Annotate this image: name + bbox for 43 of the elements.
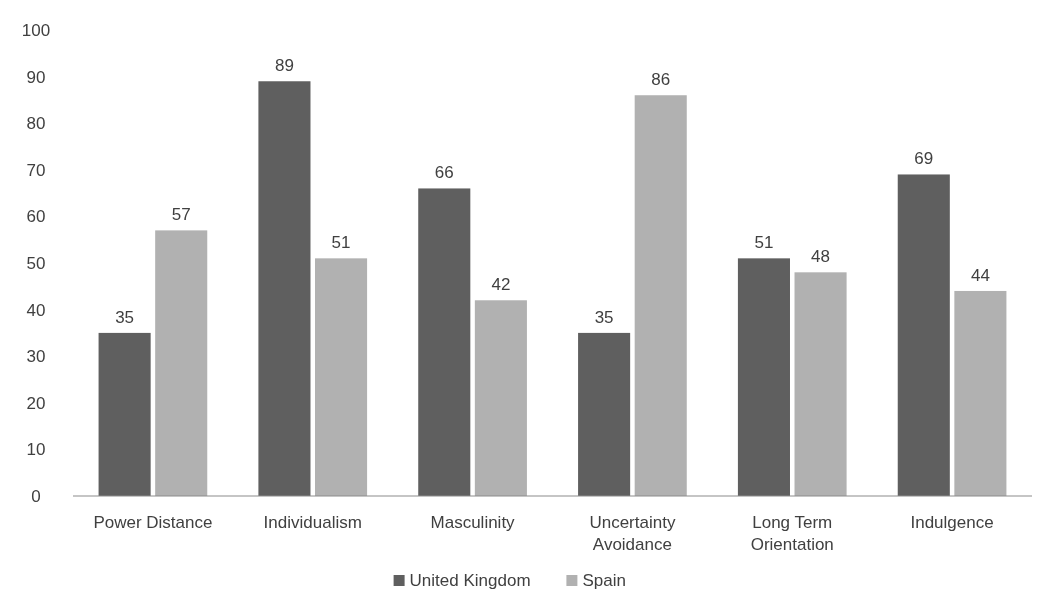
bar (98, 332, 151, 496)
data-label: 86 (651, 70, 671, 90)
data-label: 35 (594, 307, 614, 327)
y-tick-label: 50 (26, 253, 46, 273)
data-label: 69 (914, 149, 934, 169)
bar (474, 300, 527, 496)
data-label: 35 (115, 307, 135, 327)
y-tick-label: 10 (26, 440, 46, 460)
y-tick-label: 20 (26, 393, 46, 413)
x-tick-label: Masculinity (430, 513, 516, 532)
bar (794, 272, 847, 496)
x-tick-label: Individualism (263, 513, 362, 532)
y-tick-label: 70 (26, 160, 46, 180)
bar (897, 174, 950, 496)
data-label: 66 (434, 163, 454, 183)
y-tick-label: 40 (26, 300, 46, 320)
y-tick-label: 0 (31, 486, 41, 506)
data-label: 51 (331, 233, 351, 253)
data-label: 51 (754, 233, 774, 253)
x-tick-label: Indulgence (910, 513, 994, 532)
bar (258, 81, 311, 496)
bar (634, 95, 687, 496)
bar (737, 258, 790, 496)
x-tick-label: Uncertainty Avoidance (589, 513, 676, 554)
legend-label: United Kingdom (409, 571, 531, 590)
y-tick-label: 80 (26, 114, 46, 134)
bar (155, 230, 208, 496)
y-tick-label: 30 (26, 347, 46, 367)
x-tick-label: Power Distance (93, 513, 213, 532)
bar (418, 188, 471, 496)
bar (954, 290, 1007, 496)
data-label: 57 (171, 205, 191, 225)
bar (315, 258, 368, 496)
y-tick-label: 100 (21, 20, 51, 40)
data-label: 89 (274, 56, 294, 76)
y-tick-label: 90 (26, 67, 46, 87)
data-label: 44 (970, 265, 990, 285)
data-label: 42 (491, 275, 511, 295)
y-tick-label: 60 (26, 207, 46, 227)
data-label: 48 (811, 247, 831, 267)
legend-label: Spain (582, 571, 626, 590)
bar (578, 332, 631, 496)
x-tick-label: Long Term Orientation (750, 513, 834, 554)
